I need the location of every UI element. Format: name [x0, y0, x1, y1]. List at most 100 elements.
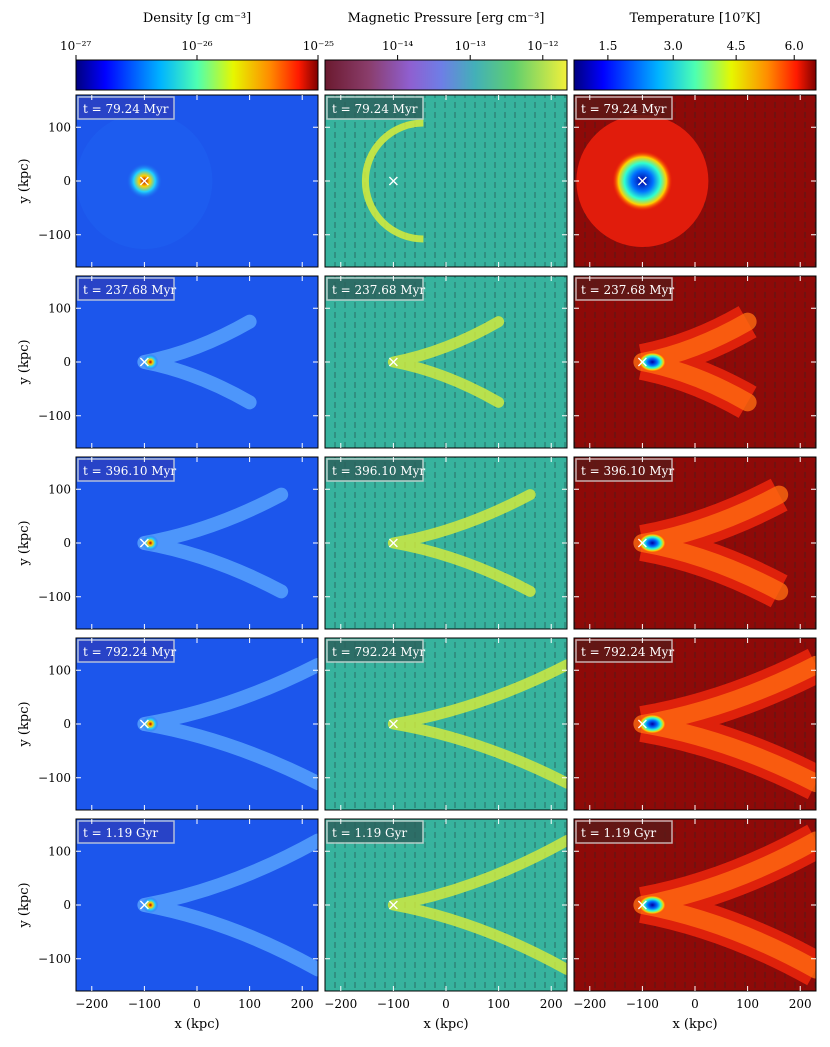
x-axis-label: x (kpc): [423, 1017, 468, 1032]
y-tick-label: 100: [48, 663, 71, 677]
panel-r3-c1: t = 396.10 Myr 100 0 −100 y (kpc): [17, 456, 319, 630]
cool-core: [638, 895, 667, 915]
y-axis-label: y (kpc): [17, 158, 32, 204]
panel-r2-c2: t = 237.68 Myr: [324, 275, 568, 449]
y-tick-label: 0: [63, 355, 71, 369]
marker-cross: [139, 900, 149, 910]
marker-cross: [139, 357, 149, 367]
time-label-box: [77, 820, 175, 844]
colorbar-tick-label: 10⁻²⁶: [181, 39, 212, 53]
x-tick-label: −100: [128, 997, 161, 1011]
colorbar-tick-label: 10⁻¹⁴: [382, 39, 413, 53]
x-tick-label: 0: [691, 997, 699, 1011]
cool-core: [638, 352, 667, 372]
y-tick-label: 100: [48, 482, 71, 496]
panel-r5-c3: t = 1.19 Gyr −200 −100 0 100 200 x (kpc): [573, 818, 817, 1032]
x-axis-label: x (kpc): [174, 1017, 219, 1032]
cool-core: [638, 714, 667, 734]
colorbar-tick-label: 4.5: [727, 39, 746, 53]
time-label-box: [326, 639, 424, 663]
time-label-box: [326, 277, 424, 301]
heatmap-background: [76, 638, 318, 810]
density-core: [142, 716, 159, 732]
marker-cross: [139, 176, 149, 186]
y-tick-label: 0: [63, 717, 71, 731]
time-label: t = 1.19 Gyr: [581, 826, 656, 840]
x-tick-label: 0: [193, 997, 201, 1011]
marker-cross: [139, 719, 149, 729]
density-core: [142, 897, 159, 913]
time-label-box: [575, 820, 673, 844]
x-tick-label: −100: [377, 997, 410, 1011]
marker-cross: [637, 538, 647, 548]
bow-shock-arc: [361, 119, 424, 243]
time-label: t = 1.19 Gyr: [83, 826, 158, 840]
time-label-box: [77, 96, 175, 120]
x-axis-label: x (kpc): [672, 1017, 717, 1032]
time-label: t = 237.68 Myr: [581, 283, 674, 297]
panel-r5-c1: t = 1.19 Gyr 100 0 −100 y (kpc) −200 −100 0 100 2…: [17, 818, 319, 1032]
colorbar-3: [573, 59, 817, 91]
colorbar-label: Magnetic Pressure [erg cm⁻³]: [348, 11, 545, 26]
colorbar-tick-label: 10⁻¹²: [527, 39, 558, 53]
x-tick-label: −200: [75, 997, 108, 1011]
time-label-box: [77, 458, 175, 482]
panel-r2-c3: t = 237.68 Myr: [573, 275, 817, 449]
x-tick-label: −200: [573, 997, 606, 1011]
marker-cross: [637, 357, 647, 367]
panels: t = 79.24 Myr 100 0 −100 y (kpc) t = 79.24 My…: [17, 94, 817, 1032]
field-vectors: [325, 95, 567, 267]
colorbar-2: [324, 59, 568, 91]
wake-tail: [137, 833, 318, 977]
panel-r4-c1: t = 792.24 Myr 100 0 −100 y (kpc): [17, 637, 319, 811]
field-vectors: [325, 638, 567, 810]
marker-cross: [388, 719, 398, 729]
y-axis-label: y (kpc): [17, 339, 32, 385]
field-vectors: [325, 819, 567, 991]
time-label-box: [575, 96, 673, 120]
time-label: t = 79.24 Myr: [332, 102, 418, 116]
heatmap-background: [76, 276, 318, 448]
x-tick-label: −200: [324, 997, 357, 1011]
time-label: t = 792.24 Myr: [581, 645, 674, 659]
field-vectors: [325, 457, 567, 629]
time-label: t = 1.19 Gyr: [332, 826, 407, 840]
wake-tail: [387, 659, 567, 789]
colorbar-tick-label: 3.0: [664, 39, 683, 53]
y-tick-label: 0: [63, 536, 71, 550]
panel-r1-c2: t = 79.24 Myr: [324, 94, 568, 268]
y-tick-label: 0: [63, 174, 71, 188]
marker-cross: [388, 538, 398, 548]
wake-tail: [387, 316, 505, 408]
time-label: t = 79.24 Myr: [83, 102, 169, 116]
panel-r4-c3: t = 792.24 Myr: [573, 637, 817, 811]
time-label: t = 792.24 Myr: [332, 645, 425, 659]
y-tick-label: −100: [38, 409, 71, 423]
colorbars: Density [g cm⁻³] 10⁻²⁷ 10⁻²⁶ 10⁻²⁵ Magnetic …: [60, 11, 817, 91]
y-tick-label: −100: [38, 771, 71, 785]
marker-cross: [388, 176, 398, 186]
density-core: [142, 354, 159, 370]
y-tick-label: −100: [38, 590, 71, 604]
colorbar-tick-label: 10⁻¹³: [455, 39, 486, 53]
y-tick-label: −100: [38, 952, 71, 966]
colorbar-label: Temperature [10⁷K]: [630, 11, 761, 26]
x-tick-label: 0: [442, 997, 450, 1011]
wake-tail: [387, 835, 567, 975]
density-core: [142, 535, 159, 551]
marker-cross: [637, 176, 647, 186]
x-tick-label: 100: [238, 997, 261, 1011]
time-label-box: [326, 96, 424, 120]
panel-r4-c2: t = 792.24 Myr: [324, 637, 568, 811]
time-label: t = 237.68 Myr: [83, 283, 176, 297]
panel-r3-c2: t = 396.10 Myr: [324, 456, 568, 630]
x-tick-label: 200: [540, 997, 563, 1011]
time-label-box: [77, 277, 175, 301]
time-label: t = 396.10 Myr: [83, 464, 176, 478]
panel-r5-c2: t = 1.19 Gyr −200 −100 0 100 200 x (kpc): [324, 818, 568, 1032]
time-label: t = 396.10 Myr: [332, 464, 425, 478]
y-tick-label: 100: [48, 844, 71, 858]
colorbar-tick-label: 6.0: [785, 39, 804, 53]
colorbar-tick-label: 1.5: [598, 39, 617, 53]
